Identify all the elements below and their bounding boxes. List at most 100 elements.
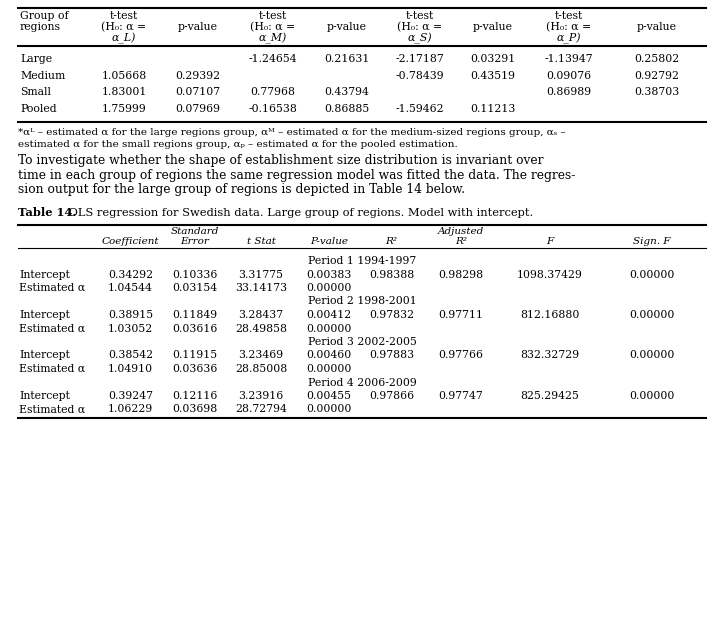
Text: 0.25802: 0.25802 xyxy=(635,54,679,65)
Text: 1.05668: 1.05668 xyxy=(101,71,147,81)
Text: α_P): α_P) xyxy=(557,33,581,44)
Text: *αᴸ – estimated α for the large regions group, αᴹ – estimated α for the medium-s: *αᴸ – estimated α for the large regions … xyxy=(18,128,566,137)
Text: (H₀: α =: (H₀: α = xyxy=(547,22,591,33)
Text: 0.03636: 0.03636 xyxy=(173,364,218,374)
Text: 28.72794: 28.72794 xyxy=(235,404,287,415)
Text: 0.21631: 0.21631 xyxy=(323,54,369,65)
Text: 0.97711: 0.97711 xyxy=(438,310,484,320)
Text: 0.12116: 0.12116 xyxy=(173,391,218,401)
Text: Sign. F: Sign. F xyxy=(633,238,671,247)
Text: t-test: t-test xyxy=(555,11,583,21)
Text: 0.43519: 0.43519 xyxy=(470,71,515,81)
Text: t-test: t-test xyxy=(110,11,138,21)
Text: 0.03291: 0.03291 xyxy=(470,54,515,65)
Text: Intercept: Intercept xyxy=(19,351,70,360)
Text: 0.07107: 0.07107 xyxy=(175,88,220,97)
Text: F: F xyxy=(547,238,554,247)
Text: 0.38703: 0.38703 xyxy=(635,88,679,97)
Text: 0.00000: 0.00000 xyxy=(306,404,352,415)
Text: 1098.37429: 1098.37429 xyxy=(517,270,583,279)
Text: 0.03698: 0.03698 xyxy=(173,404,217,415)
Text: 0.03616: 0.03616 xyxy=(173,323,218,334)
Text: 832.32729: 832.32729 xyxy=(521,351,580,360)
Text: 0.00000: 0.00000 xyxy=(630,270,674,279)
Text: -0.78439: -0.78439 xyxy=(396,71,444,81)
Text: P-value: P-value xyxy=(310,238,348,247)
Text: 0.97832: 0.97832 xyxy=(369,310,414,320)
Text: 1.04544: 1.04544 xyxy=(108,283,153,293)
Text: 0.86885: 0.86885 xyxy=(324,104,369,114)
Text: Period 3 2002-2005: Period 3 2002-2005 xyxy=(308,337,417,347)
Text: 33.14173: 33.14173 xyxy=(235,283,287,293)
Text: OLS regression for Swedish data. Large group of regions. Model with intercept.: OLS regression for Swedish data. Large g… xyxy=(65,208,534,217)
Text: estimated α for the small regions group, αₚ – estimated α for the pooled estimat: estimated α for the small regions group,… xyxy=(18,140,458,149)
Text: t Stat: t Stat xyxy=(246,238,275,247)
Text: Estimated α: Estimated α xyxy=(19,404,85,415)
Text: 0.97883: 0.97883 xyxy=(369,351,414,360)
Text: Period 1 1994-1997: Period 1 1994-1997 xyxy=(308,256,416,266)
Text: Adjusted: Adjusted xyxy=(438,227,484,236)
Text: -1.13947: -1.13947 xyxy=(544,54,593,65)
Text: Period 4 2006-2009: Period 4 2006-2009 xyxy=(308,378,417,387)
Text: Estimated α: Estimated α xyxy=(19,283,85,293)
Text: 0.00455: 0.00455 xyxy=(307,391,352,401)
Text: 0.97747: 0.97747 xyxy=(439,391,483,401)
Text: (H₀: α =: (H₀: α = xyxy=(397,22,443,33)
Text: 0.10336: 0.10336 xyxy=(173,270,218,279)
Text: 0.00383: 0.00383 xyxy=(306,270,352,279)
Text: (H₀: α =: (H₀: α = xyxy=(101,22,147,33)
Text: -1.24654: -1.24654 xyxy=(248,54,297,65)
Text: Intercept: Intercept xyxy=(19,270,70,279)
Text: 0.92792: 0.92792 xyxy=(635,71,679,81)
Text: 0.00000: 0.00000 xyxy=(630,391,674,401)
Text: 3.28437: 3.28437 xyxy=(238,310,284,320)
Text: 1.03052: 1.03052 xyxy=(108,323,153,334)
Text: -2.17187: -2.17187 xyxy=(396,54,444,65)
Text: 825.29425: 825.29425 xyxy=(521,391,580,401)
Text: 812.16880: 812.16880 xyxy=(521,310,580,320)
Text: time in each group of regions the same regression model was fitted the data. The: time in each group of regions the same r… xyxy=(18,169,575,181)
Text: regions: regions xyxy=(20,22,61,32)
Text: p-value: p-value xyxy=(637,22,677,32)
Text: Small: Small xyxy=(20,88,51,97)
Text: Standard: Standard xyxy=(171,227,219,236)
Text: 0.11849: 0.11849 xyxy=(173,310,217,320)
Text: 0.34292: 0.34292 xyxy=(108,270,153,279)
Text: 3.31775: 3.31775 xyxy=(238,270,284,279)
Text: Error: Error xyxy=(180,238,209,247)
Text: p-value: p-value xyxy=(178,22,218,32)
Text: 0.97766: 0.97766 xyxy=(438,351,484,360)
Text: 1.75999: 1.75999 xyxy=(102,104,147,114)
Text: 0.29392: 0.29392 xyxy=(175,71,220,81)
Text: t-test: t-test xyxy=(259,11,287,21)
Text: α_L): α_L) xyxy=(112,33,136,44)
Text: Pooled: Pooled xyxy=(20,104,56,114)
Text: 0.38542: 0.38542 xyxy=(108,351,153,360)
Text: 0.11915: 0.11915 xyxy=(173,351,217,360)
Text: 0.00000: 0.00000 xyxy=(306,283,352,293)
Text: R²: R² xyxy=(455,238,467,247)
Text: 1.04910: 1.04910 xyxy=(108,364,153,374)
Text: Intercept: Intercept xyxy=(19,391,70,401)
Text: R²: R² xyxy=(386,238,398,247)
Text: 0.00000: 0.00000 xyxy=(630,351,674,360)
Text: Table 14.: Table 14. xyxy=(18,208,77,219)
Text: 0.86989: 0.86989 xyxy=(547,88,591,97)
Text: 0.03154: 0.03154 xyxy=(173,283,217,293)
Text: 0.77968: 0.77968 xyxy=(251,88,295,97)
Text: 0.00000: 0.00000 xyxy=(630,310,674,320)
Text: 0.00000: 0.00000 xyxy=(306,323,352,334)
Text: 3.23916: 3.23916 xyxy=(238,391,284,401)
Text: -1.59462: -1.59462 xyxy=(396,104,444,114)
Text: α_M): α_M) xyxy=(259,33,287,44)
Text: 0.00460: 0.00460 xyxy=(306,351,352,360)
Text: 1.83001: 1.83001 xyxy=(101,88,147,97)
Text: -0.16538: -0.16538 xyxy=(248,104,297,114)
Text: Medium: Medium xyxy=(20,71,65,81)
Text: 0.97866: 0.97866 xyxy=(369,391,414,401)
Text: 0.98388: 0.98388 xyxy=(369,270,414,279)
Text: Coefficient: Coefficient xyxy=(102,238,160,247)
Text: 0.11213: 0.11213 xyxy=(470,104,516,114)
Text: 0.38915: 0.38915 xyxy=(108,310,153,320)
Text: 0.00412: 0.00412 xyxy=(306,310,352,320)
